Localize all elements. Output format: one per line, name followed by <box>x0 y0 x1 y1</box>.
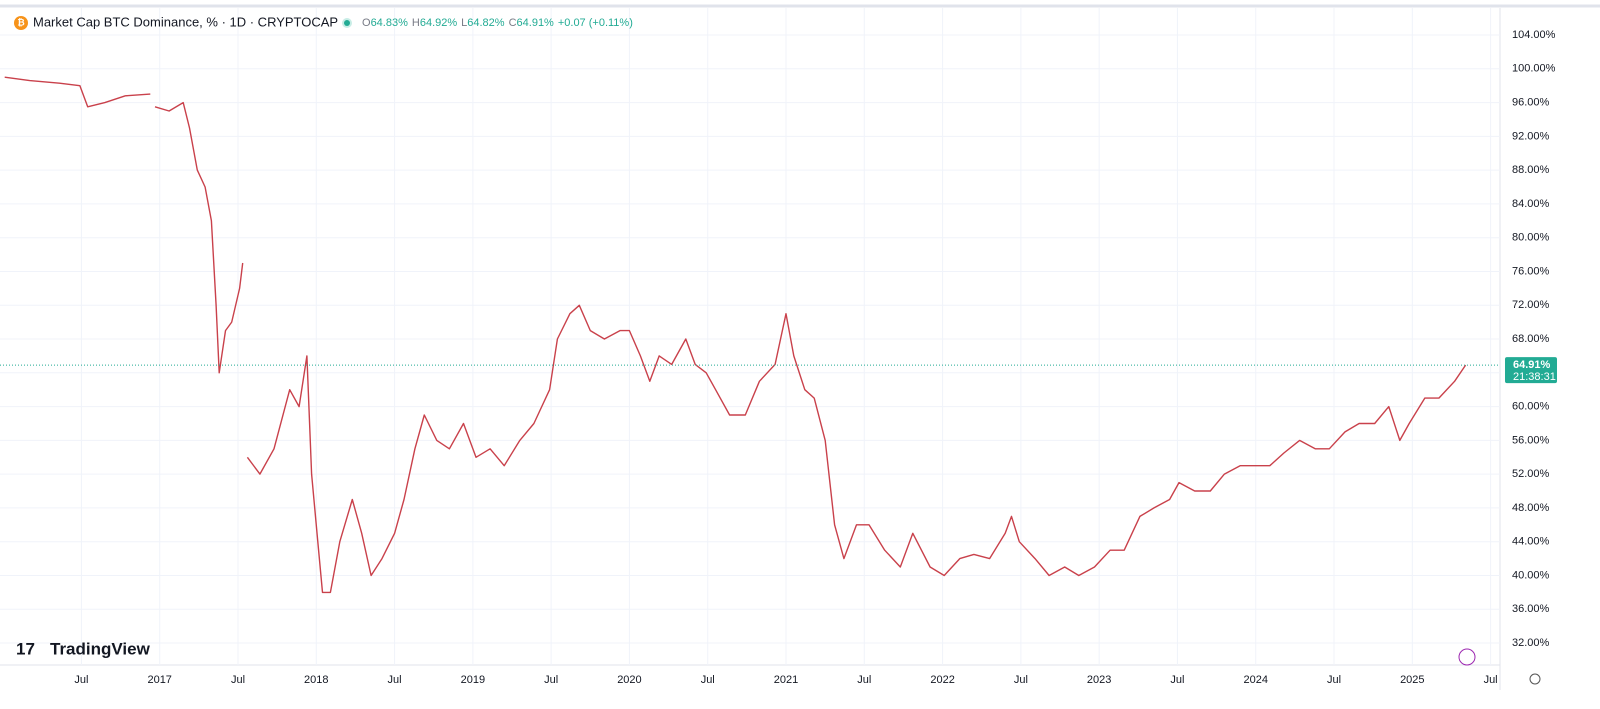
x-tick-label: Jul <box>231 674 245 686</box>
dominance-line <box>4 76 1467 594</box>
y-tick-label: 76.00% <box>1512 265 1550 277</box>
brand: TradingView <box>50 639 151 658</box>
y-tick-label: 80.00% <box>1512 232 1550 244</box>
x-tick-label: Jul <box>1327 674 1341 686</box>
ohlc-value: 64.92% <box>420 17 458 29</box>
x-tick-label: 2024 <box>1243 674 1267 686</box>
ohlc-key: L <box>461 17 467 29</box>
ohlc-legend: O 64.83% H 64.92% L 64.82% C 64.91% +0.07 (+0.11… <box>362 17 633 29</box>
countdown: 21:38:31 <box>1513 371 1556 383</box>
y-tick-label: 104.00% <box>1512 29 1556 41</box>
y-tick-label: 96.00% <box>1512 96 1550 108</box>
alert-icon[interactable] <box>1458 648 1476 666</box>
y-tick-label: 52.00% <box>1512 468 1550 480</box>
y-tick-label: 48.00% <box>1512 502 1550 514</box>
x-tick-label: Jul <box>544 674 558 686</box>
y-tick-label: 88.00% <box>1512 164 1550 176</box>
y-tick-label: 68.00% <box>1512 333 1550 345</box>
brand-logo: 17 <box>16 639 35 658</box>
grid <box>0 8 1500 665</box>
chart-title: Market Cap BTC Dominance, % · 1D · CRYPT… <box>33 14 338 29</box>
y-tick-label: 92.00% <box>1512 130 1550 142</box>
x-tick-label: Jul <box>388 674 402 686</box>
status-dot <box>344 20 350 26</box>
plot <box>0 76 1500 594</box>
y-tick-label: 100.00% <box>1512 63 1556 75</box>
ohlc-value: 64.83% <box>371 17 409 29</box>
y-tick-label: 36.00% <box>1512 603 1550 615</box>
y-tick-label: 56.00% <box>1512 434 1550 446</box>
last-value-badge <box>1505 357 1557 384</box>
x-tick-label: 2025 <box>1400 674 1424 686</box>
x-tick-label: Jul <box>1014 674 1028 686</box>
x-tick-label: 2021 <box>774 674 798 686</box>
x-tick-label: 2023 <box>1087 674 1111 686</box>
x-tick-label: Jul <box>74 674 88 686</box>
y-tick-label: 32.00% <box>1512 637 1550 649</box>
y-tick-label: 84.00% <box>1512 198 1550 210</box>
x-tick-label: 2019 <box>461 674 485 686</box>
x-tick-label: 2020 <box>617 674 641 686</box>
x-tick-label: Jul <box>857 674 871 686</box>
last-value-label: 64.91% <box>1513 359 1551 371</box>
y-tick-label: 40.00% <box>1512 569 1550 581</box>
x-tick-label: 2017 <box>147 674 171 686</box>
y-tick-label: 60.00% <box>1512 400 1550 412</box>
settings-icon[interactable] <box>1529 673 1541 685</box>
ohlc-change: +0.07 (+0.11%) <box>558 17 633 29</box>
ohlc-value: 64.91% <box>517 17 555 29</box>
y-tick-label: 44.00% <box>1512 536 1550 548</box>
ohlc-key: H <box>412 17 420 29</box>
x-tick-label: 2018 <box>304 674 328 686</box>
y-tick-label: 72.00% <box>1512 299 1550 311</box>
x-tick-label: Jul <box>1170 674 1184 686</box>
btc-icon-glyph: ₿ <box>17 17 24 27</box>
x-tick-label: Jul <box>701 674 715 686</box>
ohlc-key: O <box>362 17 371 29</box>
btc-icon <box>14 16 28 30</box>
ohlc-key: C <box>509 17 517 29</box>
x-tick-label: 2022 <box>930 674 954 686</box>
ohlc-value: 64.82% <box>467 17 505 29</box>
x-tick-label: Jul <box>1484 674 1498 686</box>
